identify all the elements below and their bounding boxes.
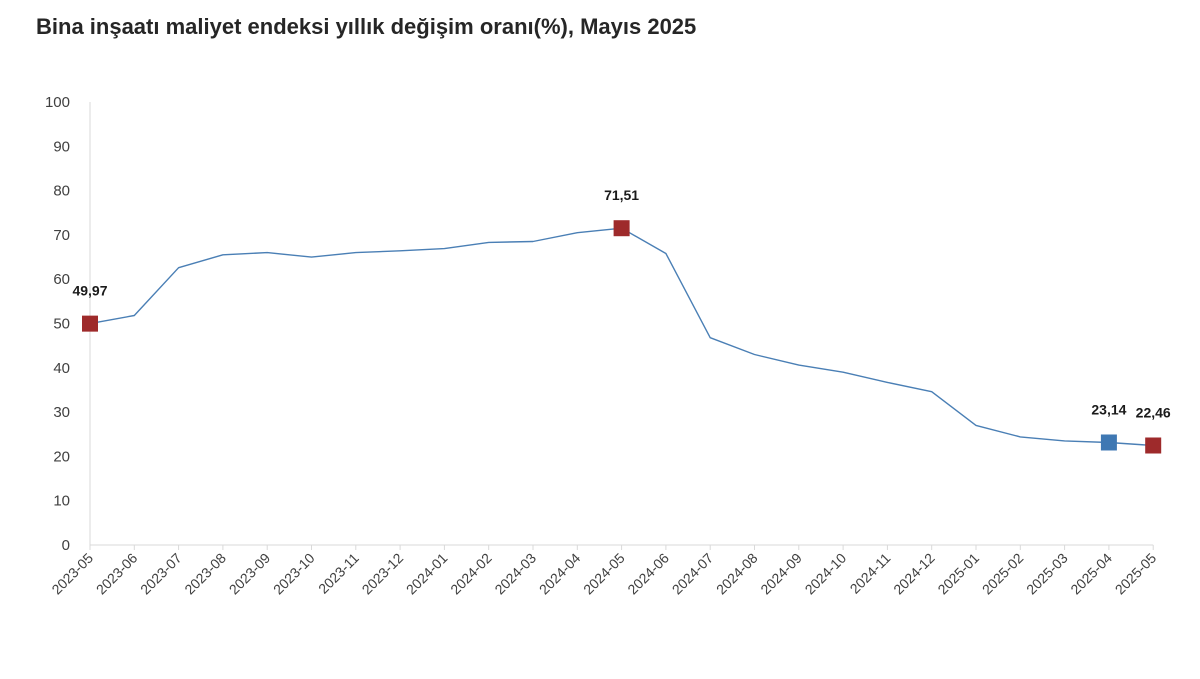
x-tick-label: 2023-07 (137, 550, 185, 598)
x-tick-label: 2024-12 (890, 550, 938, 598)
x-tick-label: 2025-05 (1112, 550, 1160, 598)
y-tick-label: 30 (53, 404, 70, 421)
data-label: 23,14 (1091, 401, 1126, 417)
x-tick-label: 2023-12 (359, 550, 407, 598)
series-line (89, 227, 1154, 447)
x-tick-label: 2024-07 (669, 550, 717, 598)
x-tick-label: 2025-03 (1023, 550, 1071, 598)
x-tick-label: 2025-01 (934, 550, 982, 598)
x-tick-label: 2025-04 (1067, 550, 1115, 598)
data-label: 71,51 (604, 187, 639, 203)
y-tick-label: 0 (62, 537, 70, 554)
y-tick-label: 80 (53, 183, 70, 200)
x-tick-label: 2024-08 (713, 550, 761, 598)
x-tick-label: 2023-10 (270, 550, 318, 598)
x-tick-label: 2024-10 (802, 550, 850, 598)
y-tick-label: 20 (53, 448, 70, 465)
y-tick-label: 90 (53, 138, 70, 155)
y-tick-label: 40 (53, 360, 70, 377)
x-tick-label: 2023-06 (93, 550, 141, 598)
y-tick-label: 60 (53, 271, 70, 288)
data-label: 22,46 (1136, 405, 1171, 421)
x-tick-label: 2023-11 (315, 550, 362, 597)
data-point-marker (1145, 437, 1162, 454)
x-axis-ticks: 2023-052023-062023-072023-082023-092023-… (48, 545, 1159, 597)
x-tick-label: 2024-05 (580, 550, 628, 598)
x-tick-label: 2024-01 (403, 550, 451, 598)
x-tick-label: 2024-11 (847, 550, 894, 597)
y-tick-label: 70 (53, 227, 70, 244)
data-point-marker (613, 220, 630, 237)
markers-group: 49,97 71,51 23,14 22,46 (72, 187, 1171, 454)
x-tick-label: 2024-06 (624, 550, 672, 598)
y-tick-label: 100 (45, 94, 70, 111)
data-point-marker (82, 315, 98, 332)
y-axis-ticks: 0 10 20 30 40 50 60 70 80 90 100 (45, 94, 70, 554)
data-point-marker (1100, 434, 1117, 451)
x-tick-label: 2025-02 (979, 550, 1027, 598)
x-tick-label: 2023-08 (181, 550, 229, 598)
y-tick-label: 10 (53, 493, 70, 510)
series-group (89, 227, 1154, 447)
x-tick-label: 2023-09 (226, 550, 274, 598)
x-tick-label: 2024-02 (447, 550, 495, 598)
x-tick-label: 2024-09 (757, 550, 805, 598)
y-tick-label: 50 (53, 316, 70, 333)
x-tick-label: 2024-04 (536, 550, 584, 598)
x-tick-label: 2023-05 (48, 550, 96, 598)
chart-title: Bina inşaatı maliyet endeksi yıllık deği… (36, 14, 697, 39)
data-label: 49,97 (72, 283, 107, 299)
x-tick-label: 2024-03 (491, 550, 539, 598)
